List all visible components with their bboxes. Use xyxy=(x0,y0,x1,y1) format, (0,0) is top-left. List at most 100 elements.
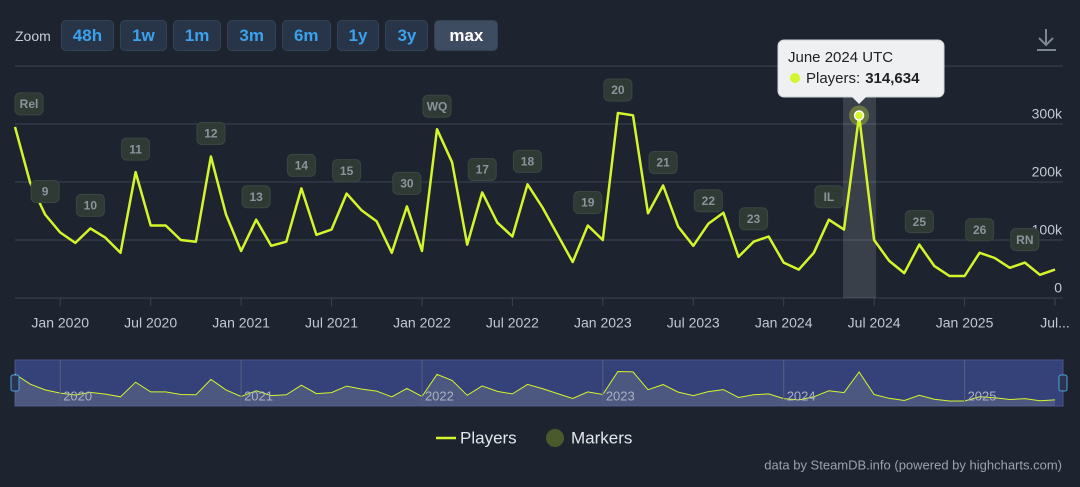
zoom-button[interactable]: 1w xyxy=(120,20,167,51)
tooltip-arrow xyxy=(851,96,868,104)
marker-flag[interactable]: RN xyxy=(1010,228,1040,252)
marker-label: 17 xyxy=(476,163,490,177)
marker-flag[interactable]: Rel xyxy=(14,92,44,116)
marker-label: 13 xyxy=(249,190,263,204)
marker-box xyxy=(241,185,271,209)
marker-box xyxy=(512,149,542,173)
zoom-button[interactable]: 6m xyxy=(281,20,331,51)
navigator-area xyxy=(15,371,1055,406)
marker-flag[interactable]: 22 xyxy=(693,189,723,213)
marker-flag[interactable]: 21 xyxy=(648,150,678,174)
x-tick-label: Jul 2023 xyxy=(667,315,720,331)
x-tick-label: Jul 2020 xyxy=(124,315,177,331)
marker-box xyxy=(904,210,934,234)
navigator-tick-label: 2020 xyxy=(63,388,92,403)
marker-label: 12 xyxy=(204,127,218,141)
marker-box xyxy=(739,207,769,231)
marker-box xyxy=(1010,228,1040,252)
y-tick-label: 300k xyxy=(1032,106,1063,122)
marker-box xyxy=(965,218,995,242)
marker-flag[interactable]: 23 xyxy=(739,207,769,231)
marker-label: 10 xyxy=(84,199,98,213)
tooltip-title: June 2024 UTC xyxy=(788,49,893,66)
marker-label: 22 xyxy=(702,194,716,208)
zoom-button[interactable]: 3y xyxy=(385,20,429,51)
marker-box xyxy=(392,171,422,195)
credits[interactable]: data by SteamDB.info (powered by highcha… xyxy=(764,457,1062,472)
marker-flag[interactable]: WQ xyxy=(422,94,452,118)
marker-flag[interactable]: 15 xyxy=(332,159,362,183)
marker-box xyxy=(30,179,60,203)
legend-label: Players xyxy=(460,428,517,447)
marker-flag[interactable]: 19 xyxy=(573,191,603,214)
marker-flag[interactable]: 10 xyxy=(75,193,105,217)
marker-label: 18 xyxy=(521,154,535,168)
marker-flag[interactable]: 20 xyxy=(603,78,633,102)
marker-box xyxy=(422,94,452,118)
marker-label: 21 xyxy=(656,156,670,170)
marker-flag[interactable]: 11 xyxy=(121,137,151,161)
marker-box xyxy=(286,153,316,177)
marker-label: 19 xyxy=(581,196,595,210)
tooltip: June 2024 UTC Players: 314,634 xyxy=(777,39,945,104)
marker-flag[interactable]: 26 xyxy=(965,218,995,242)
marker-flag[interactable]: IL xyxy=(814,185,844,209)
legend-marker xyxy=(546,429,564,447)
x-tick-label: Jan 2022 xyxy=(393,315,451,331)
navigator-handle[interactable] xyxy=(10,374,20,392)
marker-label: RN xyxy=(1016,233,1033,247)
y-tick-label: 100k xyxy=(1032,222,1063,238)
marker-label: 20 xyxy=(611,83,625,97)
marker-flag[interactable]: 17 xyxy=(467,157,497,181)
zoom-button[interactable]: 1m xyxy=(172,20,222,51)
legend-item[interactable]: Markers xyxy=(546,428,632,447)
marker-label: 15 xyxy=(340,164,354,178)
x-tick-label: Jul 2022 xyxy=(486,315,539,331)
marker-box xyxy=(814,185,844,209)
marker-flag[interactable]: 25 xyxy=(904,210,934,234)
navigator-tick-label: 2023 xyxy=(606,388,635,403)
x-tick-label: Jul... xyxy=(1040,315,1070,331)
marker-label: Rel xyxy=(20,97,39,111)
legend-item[interactable]: Players xyxy=(436,428,517,447)
x-tick-label: Jan 2025 xyxy=(936,315,994,331)
marker-box xyxy=(14,92,44,116)
x-tick-label: Jan 2023 xyxy=(574,315,632,331)
navigator-line xyxy=(14,370,1056,402)
marker-label: 26 xyxy=(973,223,987,237)
navigator-tick-label: 2024 xyxy=(787,388,816,403)
tooltip-row: Players: 314,634 xyxy=(806,70,920,87)
marker-flag[interactable]: 14 xyxy=(286,153,316,177)
navigator-tick-label: 2021 xyxy=(244,388,273,403)
series-line xyxy=(13,111,1056,278)
zoom-button[interactable]: 48h xyxy=(60,20,115,51)
zoom-button[interactable]: 1y xyxy=(336,20,380,51)
marker-box xyxy=(467,157,497,181)
y-tick-label: 0 xyxy=(1054,280,1062,296)
x-tick-label: Jan 2024 xyxy=(755,315,813,331)
zoom-button[interactable]: max xyxy=(434,20,499,51)
marker-flag[interactable]: 9 xyxy=(30,179,60,203)
zoom-button[interactable]: 3m xyxy=(227,20,276,51)
legend-label: Markers xyxy=(571,428,632,447)
marker-flag[interactable]: 18 xyxy=(512,149,542,173)
marker-label: WQ xyxy=(427,99,448,113)
marker-flag[interactable]: 13 xyxy=(241,185,271,209)
navigator-handle[interactable] xyxy=(1058,374,1068,392)
marker-label: 11 xyxy=(129,142,142,156)
marker-flag[interactable]: 12 xyxy=(196,121,226,145)
y-tick-label: 200k xyxy=(1032,164,1063,180)
zoom-label: Zoom xyxy=(15,27,51,44)
point xyxy=(853,110,865,121)
marker-label: 23 xyxy=(747,212,761,226)
marker-box xyxy=(121,137,151,161)
x-tick-label: Jan 2020 xyxy=(31,315,89,331)
marker-flag[interactable]: 30 xyxy=(392,171,422,195)
tooltip-label: Players: xyxy=(806,70,860,87)
navigator-tick-label: 2025 xyxy=(968,388,997,403)
navigator-tick-label: 2022 xyxy=(425,388,454,403)
marker-label: 9 xyxy=(42,185,49,199)
download-icon[interactable] xyxy=(1037,29,1056,51)
